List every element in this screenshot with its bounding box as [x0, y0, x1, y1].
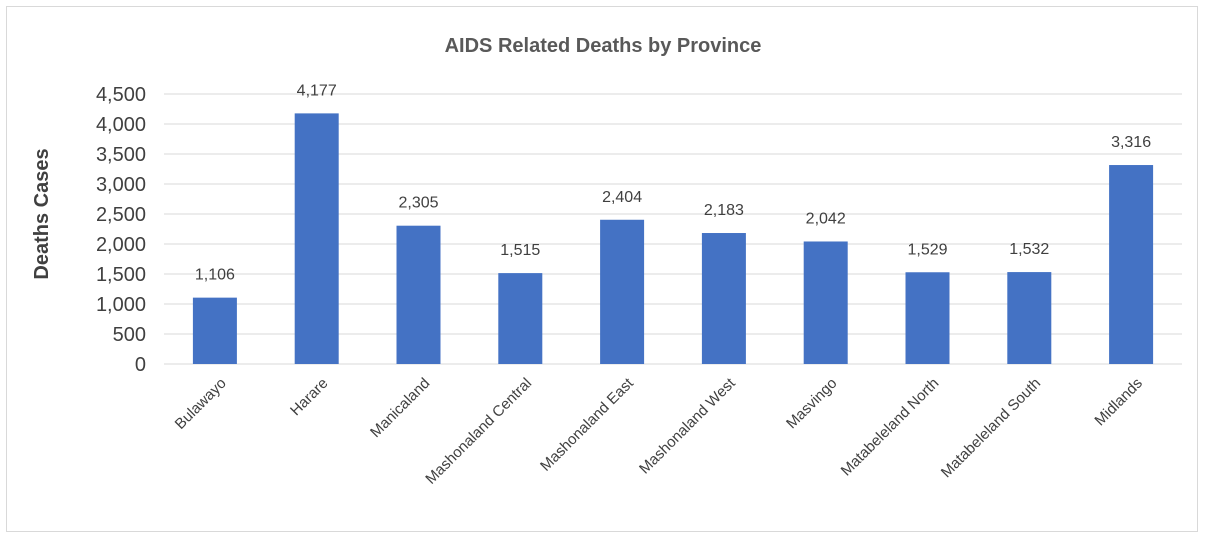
data-label: 1,529 — [907, 241, 947, 258]
data-label: 2,042 — [806, 210, 846, 227]
data-labels: 1,106 4,177 2,305 1,515 2,404 2,183 2,042 1,529… — [195, 82, 1151, 283]
x-tick-label: Midlands — [1091, 375, 1145, 429]
bar — [905, 272, 950, 364]
y-axis-ticks: 0 500 1,000 1,500 2,000 2,500 3,000 3,500 4,000 4… — [96, 84, 146, 376]
x-tick-label: Bulawayo — [172, 375, 230, 433]
y-tick-label: 3,000 — [96, 174, 146, 196]
y-tick-label: 1,500 — [96, 264, 146, 286]
bar — [192, 297, 237, 364]
y-tick-label: 4,000 — [96, 114, 146, 136]
x-tick-label: Mashonaland West — [636, 374, 739, 477]
x-tick-label: Matabeleland North — [838, 375, 943, 480]
bars — [192, 113, 1154, 364]
data-label: 4,177 — [297, 82, 337, 99]
data-label: 1,532 — [1009, 241, 1049, 258]
data-label: 2,305 — [398, 195, 438, 212]
data-label: 1,515 — [500, 242, 540, 259]
y-axis-label: Deaths Cases — [31, 148, 53, 279]
y-tick-label: 2,000 — [96, 234, 146, 256]
x-tick-label: Manicaland — [367, 375, 433, 441]
y-tick-label: 3,500 — [96, 144, 146, 166]
bar — [1109, 165, 1154, 364]
x-tick-label: Harare — [287, 375, 331, 419]
bar — [701, 233, 746, 364]
x-tick-label: Matabeleland South — [938, 375, 1044, 481]
bar — [600, 219, 645, 364]
y-tick-label: 2,500 — [96, 204, 146, 226]
x-tick-label: Masvingo — [783, 375, 840, 432]
y-tick-label: 4,500 — [96, 84, 146, 106]
chart-title: AIDS Related Deaths by Province — [445, 35, 762, 57]
y-tick-label: 500 — [113, 324, 146, 346]
data-label: 2,183 — [704, 202, 744, 219]
x-tick-label: Mashonaland East — [537, 374, 637, 474]
data-label: 3,316 — [1111, 134, 1151, 151]
bar — [294, 113, 339, 364]
bar — [803, 241, 848, 364]
data-label: 1,106 — [195, 267, 235, 284]
data-label: 2,404 — [602, 189, 642, 206]
bar — [1007, 272, 1052, 364]
y-tick-label: 1,000 — [96, 294, 146, 316]
bar — [396, 225, 441, 364]
bar — [498, 273, 543, 364]
x-tick-label: Mashonaland Central — [422, 375, 535, 488]
y-tick-label: 0 — [135, 354, 146, 376]
